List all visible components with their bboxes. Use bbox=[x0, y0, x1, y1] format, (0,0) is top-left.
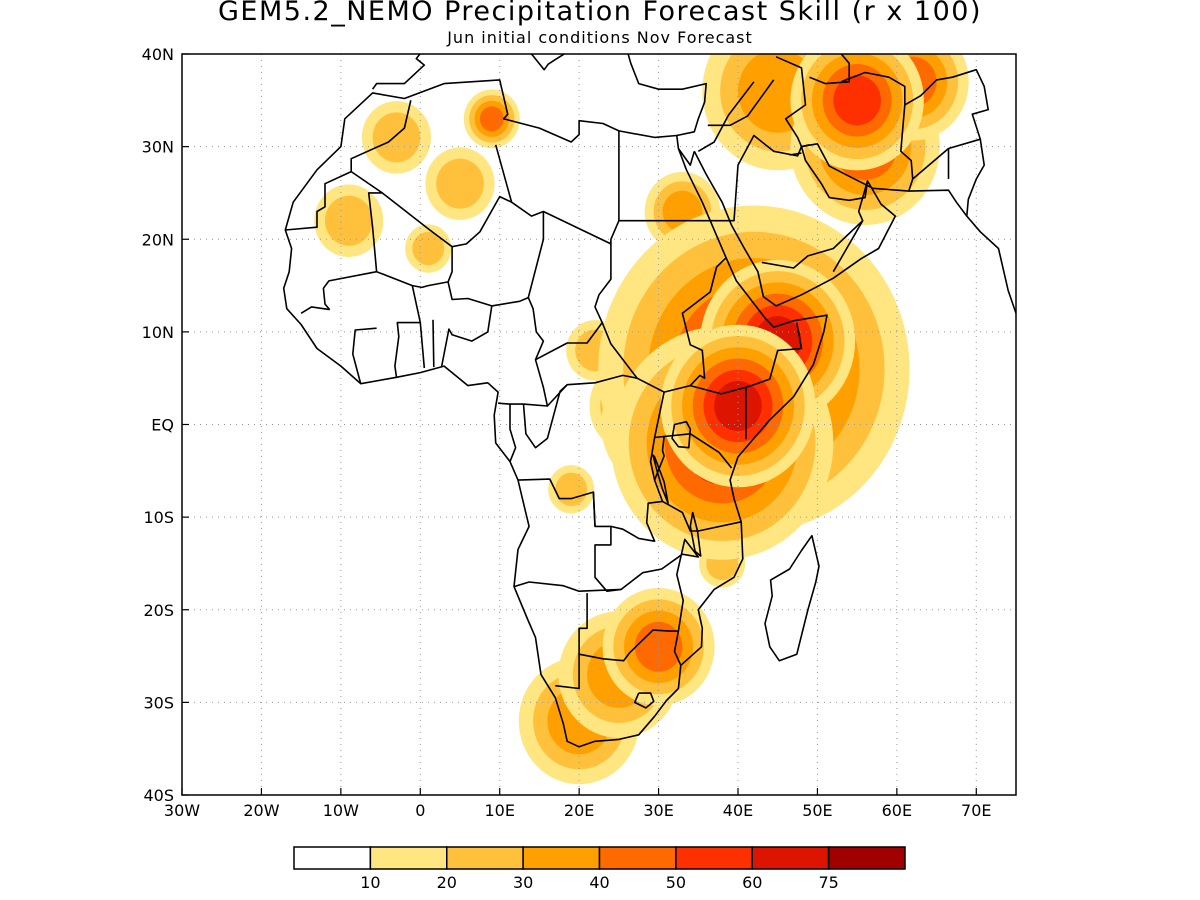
lon-tick-label: 10E bbox=[484, 801, 514, 820]
country-border bbox=[451, 144, 513, 248]
lat-tick-label: 30N bbox=[142, 138, 174, 157]
country-border bbox=[535, 322, 603, 361]
coastline-sinai bbox=[677, 148, 696, 166]
lon-tick-label: 70E bbox=[961, 801, 991, 820]
coastline-arabia bbox=[693, 143, 1016, 314]
map-subtitle: Jun initial conditions Nov Forecast bbox=[447, 28, 753, 47]
country-border bbox=[653, 435, 665, 481]
country-border bbox=[511, 130, 620, 245]
coastline-europe bbox=[371, 54, 566, 90]
country-border bbox=[761, 220, 864, 269]
skill-blob bbox=[714, 380, 762, 431]
country-border bbox=[432, 319, 435, 368]
lat-tick-label: 20N bbox=[142, 230, 174, 249]
colorbar-label: 75 bbox=[818, 873, 838, 892]
colorbar: 10 20 30 40 50 60 75 bbox=[293, 846, 906, 892]
country-border bbox=[904, 68, 989, 179]
colorbar-swatch bbox=[675, 846, 753, 870]
colorbar-swatch bbox=[751, 846, 830, 870]
lon-tick-label: 40E bbox=[723, 801, 753, 820]
country-border bbox=[690, 322, 803, 395]
country-border bbox=[498, 211, 549, 407]
country-border bbox=[555, 654, 580, 690]
skill-blob bbox=[833, 75, 881, 126]
lake-outline bbox=[671, 420, 692, 449]
skill-blob bbox=[372, 112, 421, 163]
lake-outline bbox=[689, 511, 702, 557]
coastlines bbox=[282, 36, 1016, 748]
colorbar-swatch bbox=[827, 846, 906, 870]
lon-tick-label: 0 bbox=[415, 801, 425, 820]
map-title: GEM5.2_NEMO Precipitation Forecast Skill… bbox=[218, 0, 982, 27]
country-border bbox=[419, 322, 426, 369]
country-border bbox=[789, 152, 802, 156]
country-border bbox=[285, 100, 412, 231]
country-border bbox=[592, 492, 596, 527]
colorbar-swatch bbox=[293, 846, 372, 870]
colorbar-swatch bbox=[598, 846, 677, 870]
country-border bbox=[832, 180, 869, 273]
country-border bbox=[440, 305, 493, 367]
country-border bbox=[509, 404, 517, 462]
colorbar-label: 60 bbox=[742, 873, 762, 892]
skill-blob bbox=[634, 621, 683, 672]
country-border bbox=[394, 285, 422, 378]
lon-tick-label: 10W bbox=[323, 801, 359, 820]
lat-tick-label: 20S bbox=[143, 601, 174, 620]
country-border bbox=[300, 306, 330, 314]
skill-blob bbox=[555, 472, 588, 507]
country-border bbox=[352, 327, 377, 384]
lon-tick-label: 30E bbox=[643, 801, 673, 820]
country-border bbox=[697, 81, 755, 152]
coastline-levant bbox=[627, 54, 707, 137]
country-border bbox=[966, 139, 985, 217]
lon-tick-label: 60E bbox=[882, 801, 912, 820]
colorbar-label: 30 bbox=[513, 873, 533, 892]
lat-tick-label: 10N bbox=[142, 323, 174, 342]
country-border bbox=[707, 79, 775, 127]
colorbar-label: 50 bbox=[666, 873, 686, 892]
lat-tick-label: 40N bbox=[142, 45, 174, 64]
colorbar-label: 40 bbox=[589, 873, 609, 892]
country-border bbox=[633, 692, 655, 709]
country-border bbox=[513, 478, 622, 592]
country-border bbox=[664, 433, 733, 469]
lat-tick-label: 10S bbox=[143, 508, 174, 527]
country-border bbox=[447, 281, 529, 307]
coastline-madagascar bbox=[764, 534, 820, 662]
country-border bbox=[673, 630, 682, 666]
country-border bbox=[713, 134, 803, 222]
colorbar-label: 10 bbox=[360, 873, 380, 892]
colorbar-swatch bbox=[369, 846, 448, 870]
coastline-caspian bbox=[809, 54, 850, 85]
lake-outline bbox=[652, 454, 669, 504]
country-border bbox=[912, 147, 950, 180]
lon-tick-label: 30W bbox=[164, 801, 200, 820]
lat-tick-label: EQ bbox=[151, 416, 174, 435]
skill-blob bbox=[479, 106, 504, 132]
coastline-africa bbox=[282, 79, 828, 748]
axis-ticks: 30W 20W 10W 0 10E 20E 30E 40E 50E 60E 70E 40N 30N 20N… bbox=[142, 45, 992, 820]
country-border bbox=[775, 56, 807, 147]
lon-tick-label: 20E bbox=[564, 801, 594, 820]
lon-tick-label: 50E bbox=[802, 801, 832, 820]
coastline-black-sea bbox=[647, 36, 750, 45]
coastline-gulf bbox=[801, 144, 810, 148]
lon-tick-label: 20W bbox=[243, 801, 279, 820]
colorbar-label: 20 bbox=[437, 873, 457, 892]
colorbar-swatch bbox=[446, 846, 524, 870]
country-border bbox=[578, 538, 700, 662]
country-border bbox=[610, 391, 665, 542]
skill-blob bbox=[436, 158, 484, 209]
grid-lines bbox=[182, 54, 1016, 795]
country-border bbox=[522, 384, 568, 449]
lat-tick-label: 40S bbox=[143, 786, 174, 805]
colorbar-swatch bbox=[522, 846, 601, 870]
skill-fill-layer bbox=[314, 54, 969, 785]
skill-blob bbox=[324, 195, 373, 246]
country-border bbox=[662, 500, 742, 532]
lat-tick-label: 30S bbox=[143, 693, 174, 712]
